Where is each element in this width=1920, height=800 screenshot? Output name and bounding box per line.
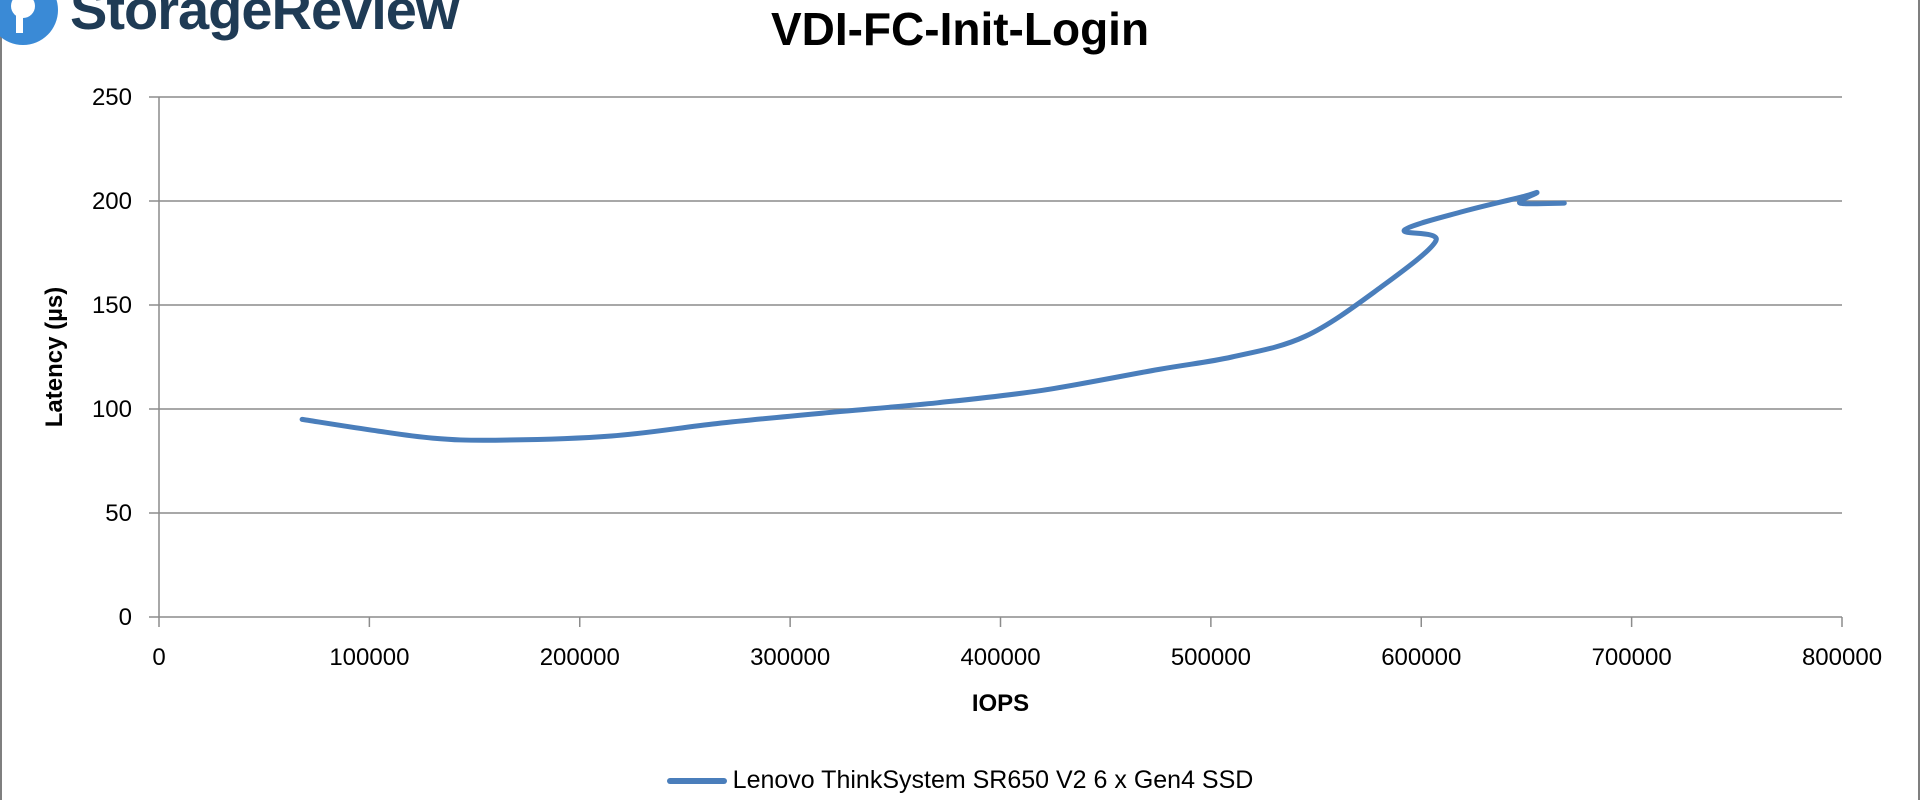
- x-tick-label: 400000: [960, 644, 1040, 671]
- x-tick-label: 300000: [750, 644, 830, 671]
- brand-logo: StorageReview: [0, 0, 459, 46]
- x-tick-label: 500000: [1171, 644, 1251, 671]
- y-tick-label: 50: [105, 500, 132, 527]
- legend: Lenovo ThinkSystem SR650 V2 6 x Gen4 SSD: [2, 766, 1918, 795]
- series-lines: [299, 189, 1567, 443]
- axes: [149, 96, 1843, 627]
- legend-swatch: [666, 777, 727, 784]
- legend-label: Lenovo ThinkSystem SR650 V2 6 x Gen4 SSD: [732, 766, 1254, 794]
- y-axis-title: Latency (µs): [41, 287, 68, 428]
- x-tick-label: 600000: [1381, 644, 1461, 671]
- y-tick-label: 200: [92, 188, 132, 215]
- y-tick-label: 150: [92, 292, 132, 319]
- chart-title: VDI-FC-Init-Login: [770, 3, 1150, 55]
- y-tick-label: 0: [119, 604, 132, 631]
- x-tick-label: 200000: [540, 644, 620, 671]
- x-tick-label: 700000: [1592, 644, 1672, 671]
- brand-name: StorageReview: [70, 0, 459, 41]
- tick-labels: 0 50 100 150 200 250 0 100000 200000 300000 400000…: [92, 84, 1882, 671]
- y-tick-label: 100: [92, 396, 132, 423]
- x-tick-label: 800000: [1802, 644, 1882, 671]
- x-tick-label: 100000: [329, 644, 409, 671]
- storagereview-logo-icon: [0, 0, 58, 45]
- x-axis-title: IOPS: [972, 690, 1029, 717]
- gridlines: [159, 96, 1842, 514]
- series-line: [299, 189, 1567, 443]
- x-tick-label: 0: [152, 644, 165, 671]
- y-tick-label: 250: [92, 84, 132, 111]
